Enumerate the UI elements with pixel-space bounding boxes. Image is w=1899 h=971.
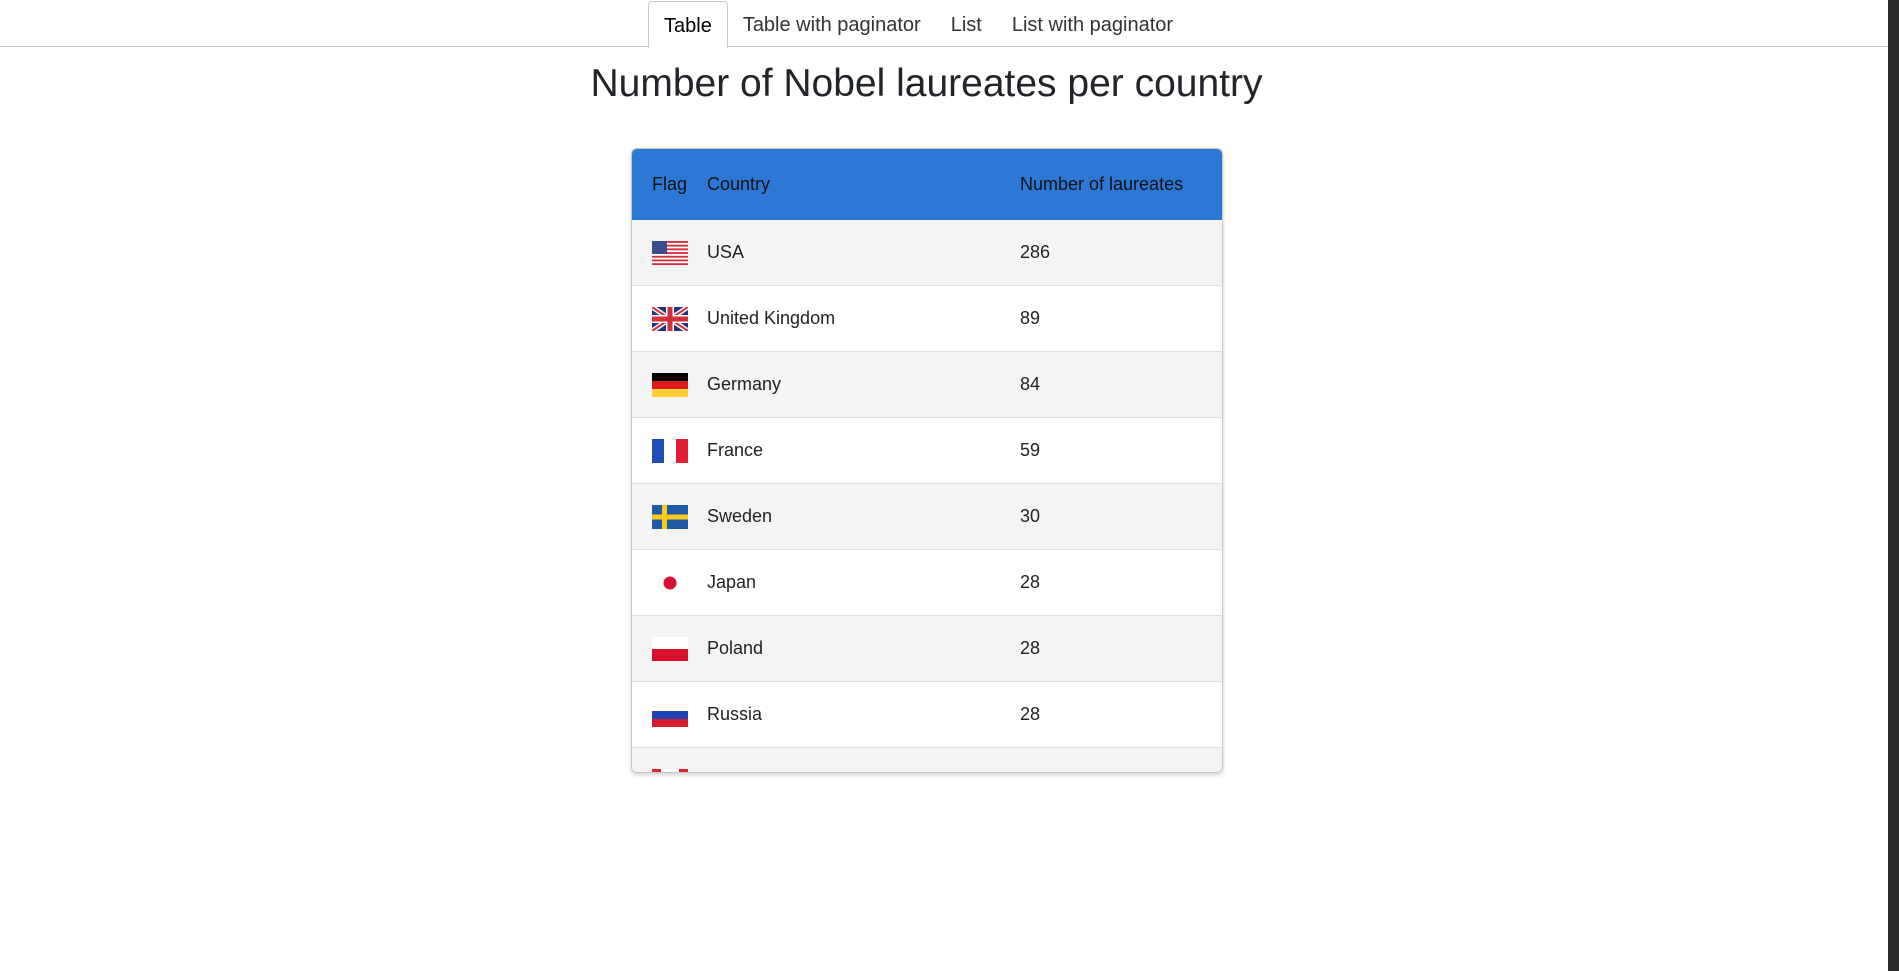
table-body: USA 286 United Kingdom 89 (632, 220, 1222, 772)
table-row: Poland 28 (632, 616, 1222, 682)
cell-country: USA (707, 242, 745, 262)
table-row: France 59 (632, 418, 1222, 484)
tab-list-with-paginator[interactable]: List with paginator (1011, 14, 1174, 36)
uk-flag-icon (652, 306, 688, 331)
japan-flag-icon (652, 570, 688, 595)
cell-count: 59 (1020, 440, 1041, 460)
cell-count: 28 (1020, 572, 1041, 592)
table-row: Russia 28 (632, 682, 1222, 748)
header-flag: Flag (652, 174, 688, 194)
tab-list[interactable]: List (950, 14, 982, 36)
tab-table-with-paginator[interactable]: Table with paginator (742, 14, 921, 36)
canada-flag-icon (652, 768, 688, 772)
header-count: Number of laureates (1020, 174, 1184, 194)
cell-count: 30 (1020, 506, 1041, 526)
us-flag-icon (652, 240, 688, 265)
cell-count: 28 (1020, 638, 1041, 658)
tab-bar: Table Table with paginator List List wit… (0, 0, 1888, 48)
table-header: Flag Country Number of laureates (632, 149, 1222, 220)
cell-count: 84 (1020, 374, 1041, 394)
cell-count: 286 (1020, 242, 1051, 262)
russia-flag-icon (652, 702, 688, 727)
cell-count: 89 (1020, 308, 1041, 328)
cell-country: Russia (707, 704, 763, 724)
sweden-flag-icon (652, 504, 688, 529)
cell-country: United Kingdom (707, 308, 836, 328)
cell-country: Poland (707, 638, 764, 658)
cell-country: Germany (707, 374, 782, 394)
tab-table[interactable]: Table (648, 1, 728, 48)
cell-country: Sweden (707, 506, 773, 526)
page-title: Number of Nobel laureates per country (590, 62, 1263, 105)
table-row: Japan 28 (632, 550, 1222, 616)
germany-flag-icon (652, 372, 688, 397)
laureates-table: Flag Country Number of laureates (631, 148, 1223, 773)
table-row: United Kingdom 89 (632, 286, 1222, 352)
table-row: USA 286 (632, 220, 1222, 286)
poland-flag-icon (652, 636, 688, 661)
cell-country: France (707, 440, 764, 460)
header-country: Country (707, 174, 771, 194)
france-flag-icon (652, 438, 688, 463)
table-row: Germany 84 (632, 352, 1222, 418)
cell-country: Japan (707, 572, 757, 592)
table-row: Sweden 30 (632, 484, 1222, 550)
cell-count: 28 (1020, 704, 1041, 724)
right-edge-panel (1888, 0, 1899, 971)
tabs: Table Table with paginator List List wit… (648, 1, 1188, 48)
table-row (632, 748, 1222, 772)
